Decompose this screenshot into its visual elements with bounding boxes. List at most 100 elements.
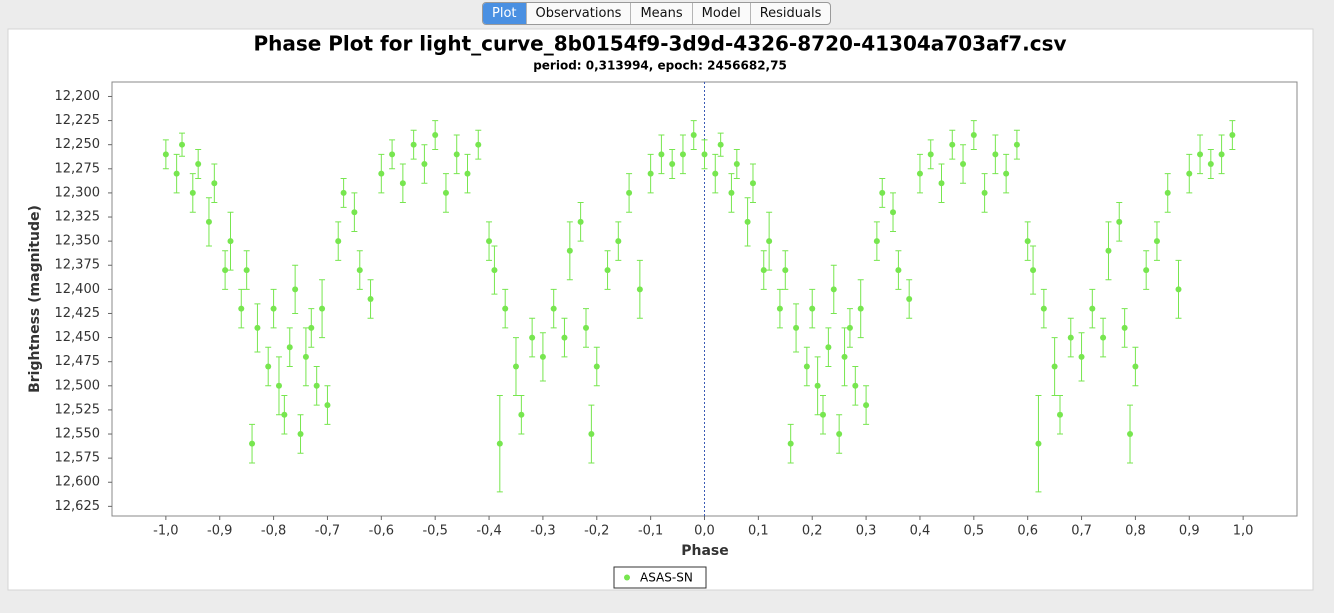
legend-marker xyxy=(624,574,630,581)
data-point xyxy=(410,141,417,148)
data-point xyxy=(873,238,880,245)
x-tick-label: 0,0 xyxy=(694,524,715,539)
y-tick-label: 12,375 xyxy=(55,258,101,273)
data-point xyxy=(787,440,794,447)
data-point xyxy=(491,267,498,274)
data-point xyxy=(249,440,256,447)
tab[interactable]: Means xyxy=(630,3,691,24)
data-point xyxy=(1207,160,1214,167)
data-point xyxy=(690,132,697,139)
data-point xyxy=(340,189,347,196)
data-point xyxy=(179,141,186,148)
data-point xyxy=(857,305,864,312)
data-point xyxy=(712,170,719,177)
y-tick-label: 12,575 xyxy=(55,451,101,466)
data-point xyxy=(378,170,385,177)
data-point xyxy=(453,151,460,158)
data-point xyxy=(1132,363,1139,370)
y-tick-label: 12,225 xyxy=(55,113,101,128)
y-tick-label: 12,525 xyxy=(55,402,101,417)
data-point xyxy=(222,267,229,274)
tab[interactable]: Residuals xyxy=(749,3,831,24)
data-point xyxy=(809,305,816,312)
data-point xyxy=(636,286,643,293)
data-point xyxy=(1051,363,1058,370)
data-point xyxy=(733,160,740,167)
data-point xyxy=(863,402,870,409)
data-point xyxy=(776,305,783,312)
data-point xyxy=(464,170,471,177)
y-tick-label: 12,500 xyxy=(55,378,101,393)
data-point xyxy=(647,170,654,177)
data-point xyxy=(841,353,848,360)
tab[interactable]: Model xyxy=(691,3,750,24)
data-point xyxy=(518,411,525,418)
x-tick-label: -0,6 xyxy=(369,524,394,539)
data-point xyxy=(512,363,519,370)
data-point xyxy=(1218,151,1225,158)
data-point xyxy=(916,170,923,177)
data-point xyxy=(238,305,245,312)
data-point xyxy=(588,431,595,438)
data-point xyxy=(717,141,724,148)
data-point xyxy=(432,132,439,139)
x-tick-label: 0,6 xyxy=(1017,524,1038,539)
tab[interactable]: Plot xyxy=(483,3,526,24)
data-point xyxy=(593,363,600,370)
x-tick-label: -0,4 xyxy=(476,524,501,539)
y-tick-label: 12,400 xyxy=(55,282,101,297)
tab-bar: Plot Observations Means Model Residuals xyxy=(482,2,832,25)
y-tick-label: 12,450 xyxy=(55,330,101,345)
data-point xyxy=(615,238,622,245)
y-tick-label: 12,425 xyxy=(55,306,101,321)
data-point xyxy=(793,324,800,331)
data-point xyxy=(927,151,934,158)
data-point xyxy=(270,305,277,312)
data-point xyxy=(1143,267,1150,274)
data-point xyxy=(1175,286,1182,293)
data-point xyxy=(205,218,212,225)
data-point xyxy=(728,189,735,196)
x-tick-label: 0,2 xyxy=(802,524,823,539)
data-point xyxy=(846,324,853,331)
data-point xyxy=(265,363,272,370)
x-tick-label: 0,3 xyxy=(856,524,877,539)
x-tick-label: 1,0 xyxy=(1233,524,1254,539)
x-tick-label: 0,8 xyxy=(1125,524,1146,539)
data-point xyxy=(836,431,843,438)
data-point xyxy=(1003,170,1010,177)
data-point xyxy=(550,305,557,312)
data-point xyxy=(367,296,374,302)
x-tick-label: -0,2 xyxy=(584,524,609,539)
data-point xyxy=(1089,305,1096,312)
data-point xyxy=(389,151,396,158)
x-tick-label: 0,4 xyxy=(910,524,931,539)
tab[interactable]: Observations xyxy=(525,3,631,24)
y-tick-label: 12,325 xyxy=(55,210,101,225)
data-point xyxy=(1078,353,1085,360)
data-point xyxy=(297,431,304,438)
data-point xyxy=(583,324,589,331)
data-point xyxy=(766,238,773,245)
data-point xyxy=(852,382,859,389)
data-point xyxy=(496,440,503,447)
data-point xyxy=(981,189,988,196)
chart-title: Phase Plot for light_curve_8b0154f9-3d9d… xyxy=(253,32,1066,56)
data-point xyxy=(830,286,837,293)
data-point xyxy=(820,411,826,418)
data-point xyxy=(475,141,482,148)
y-tick-label: 12,200 xyxy=(55,89,101,104)
data-point xyxy=(1105,247,1112,254)
data-point xyxy=(760,267,767,274)
data-point xyxy=(302,353,309,360)
chart: Phase Plot for light_curve_8b0154f9-3d9d… xyxy=(7,28,1314,591)
data-point xyxy=(626,189,633,196)
data-point xyxy=(1030,267,1037,274)
x-axis-label: Phase xyxy=(681,543,729,559)
data-point xyxy=(211,180,218,187)
x-tick-label: -0,1 xyxy=(638,524,663,539)
data-point xyxy=(1229,132,1236,139)
data-point xyxy=(658,151,665,158)
x-tick-label: -0,3 xyxy=(530,524,555,539)
